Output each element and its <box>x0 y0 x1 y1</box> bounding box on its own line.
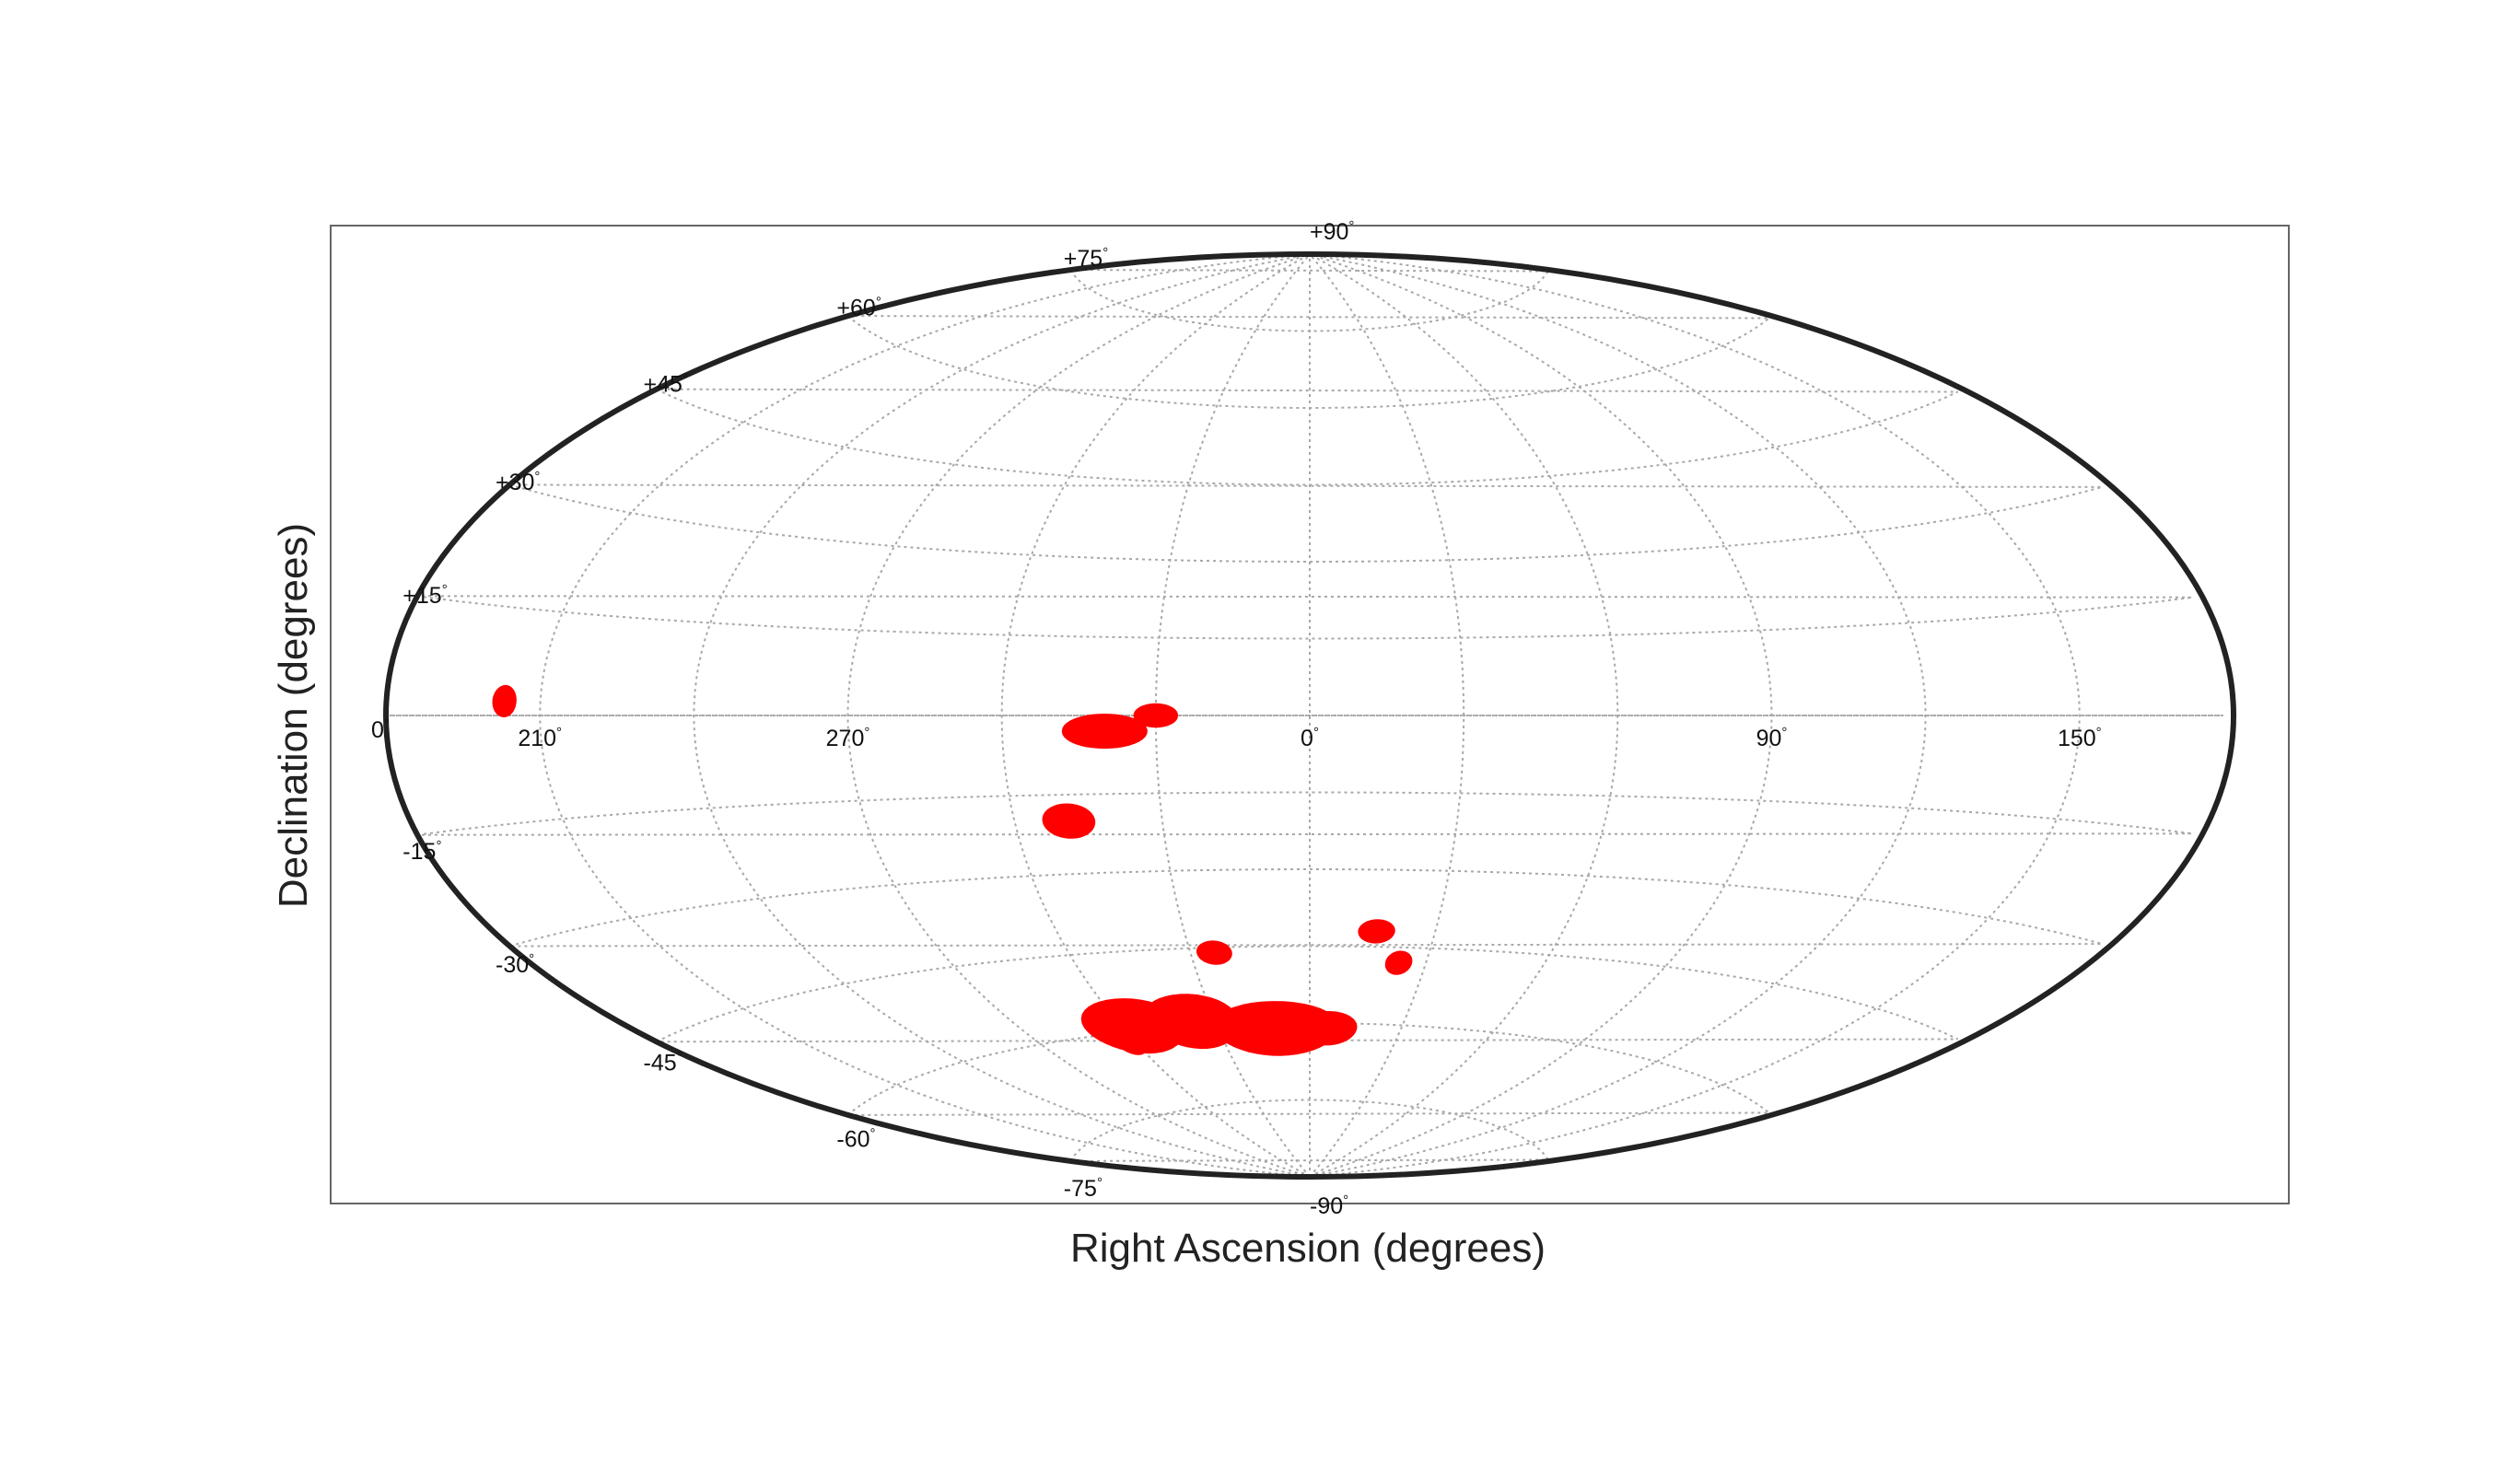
dec-tick-labels: +90°+75°+60°+45°+30°+15°0°-15°-30°-45°-6… <box>371 218 1354 1219</box>
dec-tick-label: -30° <box>496 951 534 978</box>
dec-tick-label: -90° <box>1310 1192 1348 1219</box>
dec-tick-label: +60° <box>836 295 881 321</box>
dec-tick-label: -60° <box>836 1125 875 1152</box>
dec-tick-label: +45° <box>644 371 688 398</box>
survey-region <box>1080 998 1185 1054</box>
ra-tick-label: 270° <box>826 725 870 751</box>
parallel-line <box>1069 269 1550 332</box>
ra-tick-label: 90° <box>1756 725 1788 751</box>
survey-region <box>1196 940 1232 965</box>
survey-region <box>1061 714 1148 750</box>
parallel-line <box>509 483 2103 563</box>
dec-tick-label: +75° <box>1064 245 1108 272</box>
ra-tick-labels: 150°90°0°270°210° <box>518 725 2101 751</box>
survey-region <box>492 684 517 717</box>
ra-tick-label: 210° <box>518 725 562 751</box>
meridian-line <box>1309 253 1465 1178</box>
survey-region <box>1299 1011 1358 1046</box>
meridian-line <box>1154 253 1311 1178</box>
parallel-line <box>846 315 1772 409</box>
dec-tick-label: +90° <box>1310 218 1354 245</box>
survey-regions <box>492 684 1413 1056</box>
parallel-line <box>656 945 1959 1043</box>
parallel-line <box>656 388 1959 486</box>
dec-tick-label: +15° <box>402 582 447 609</box>
x-axis-title: Right Ascension (degrees) <box>1070 1226 1546 1271</box>
ra-tick-label: 150° <box>2058 725 2102 751</box>
survey-region <box>1358 919 1395 944</box>
parallel-line <box>509 868 2103 948</box>
dec-tick-label: +30° <box>496 469 540 495</box>
y-axis-title: Declination (degrees) <box>271 523 316 908</box>
survey-region <box>1133 703 1179 728</box>
dec-tick-label: -15° <box>402 838 441 865</box>
survey-region <box>1042 803 1096 839</box>
sky-boundary <box>383 251 2236 1180</box>
dec-tick-label: -75° <box>1064 1175 1102 1202</box>
dec-tick-label: -45° <box>644 1049 682 1076</box>
parallel-line <box>1069 1099 1550 1162</box>
survey-region <box>1384 950 1413 975</box>
